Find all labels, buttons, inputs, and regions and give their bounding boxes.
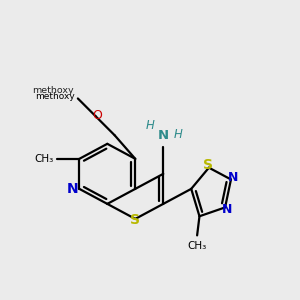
- Text: CH₃: CH₃: [34, 154, 53, 164]
- Text: N: N: [158, 129, 169, 142]
- Text: N: N: [228, 171, 238, 184]
- Text: O: O: [92, 109, 102, 122]
- Text: N: N: [67, 182, 78, 196]
- Text: H: H: [173, 128, 182, 141]
- Text: methoxy: methoxy: [32, 86, 74, 95]
- Text: S: S: [203, 158, 213, 172]
- Text: methoxy: methoxy: [35, 92, 75, 100]
- Text: CH₃: CH₃: [188, 241, 207, 251]
- Text: N: N: [222, 203, 232, 216]
- Text: S: S: [130, 213, 140, 227]
- Text: H: H: [146, 119, 154, 132]
